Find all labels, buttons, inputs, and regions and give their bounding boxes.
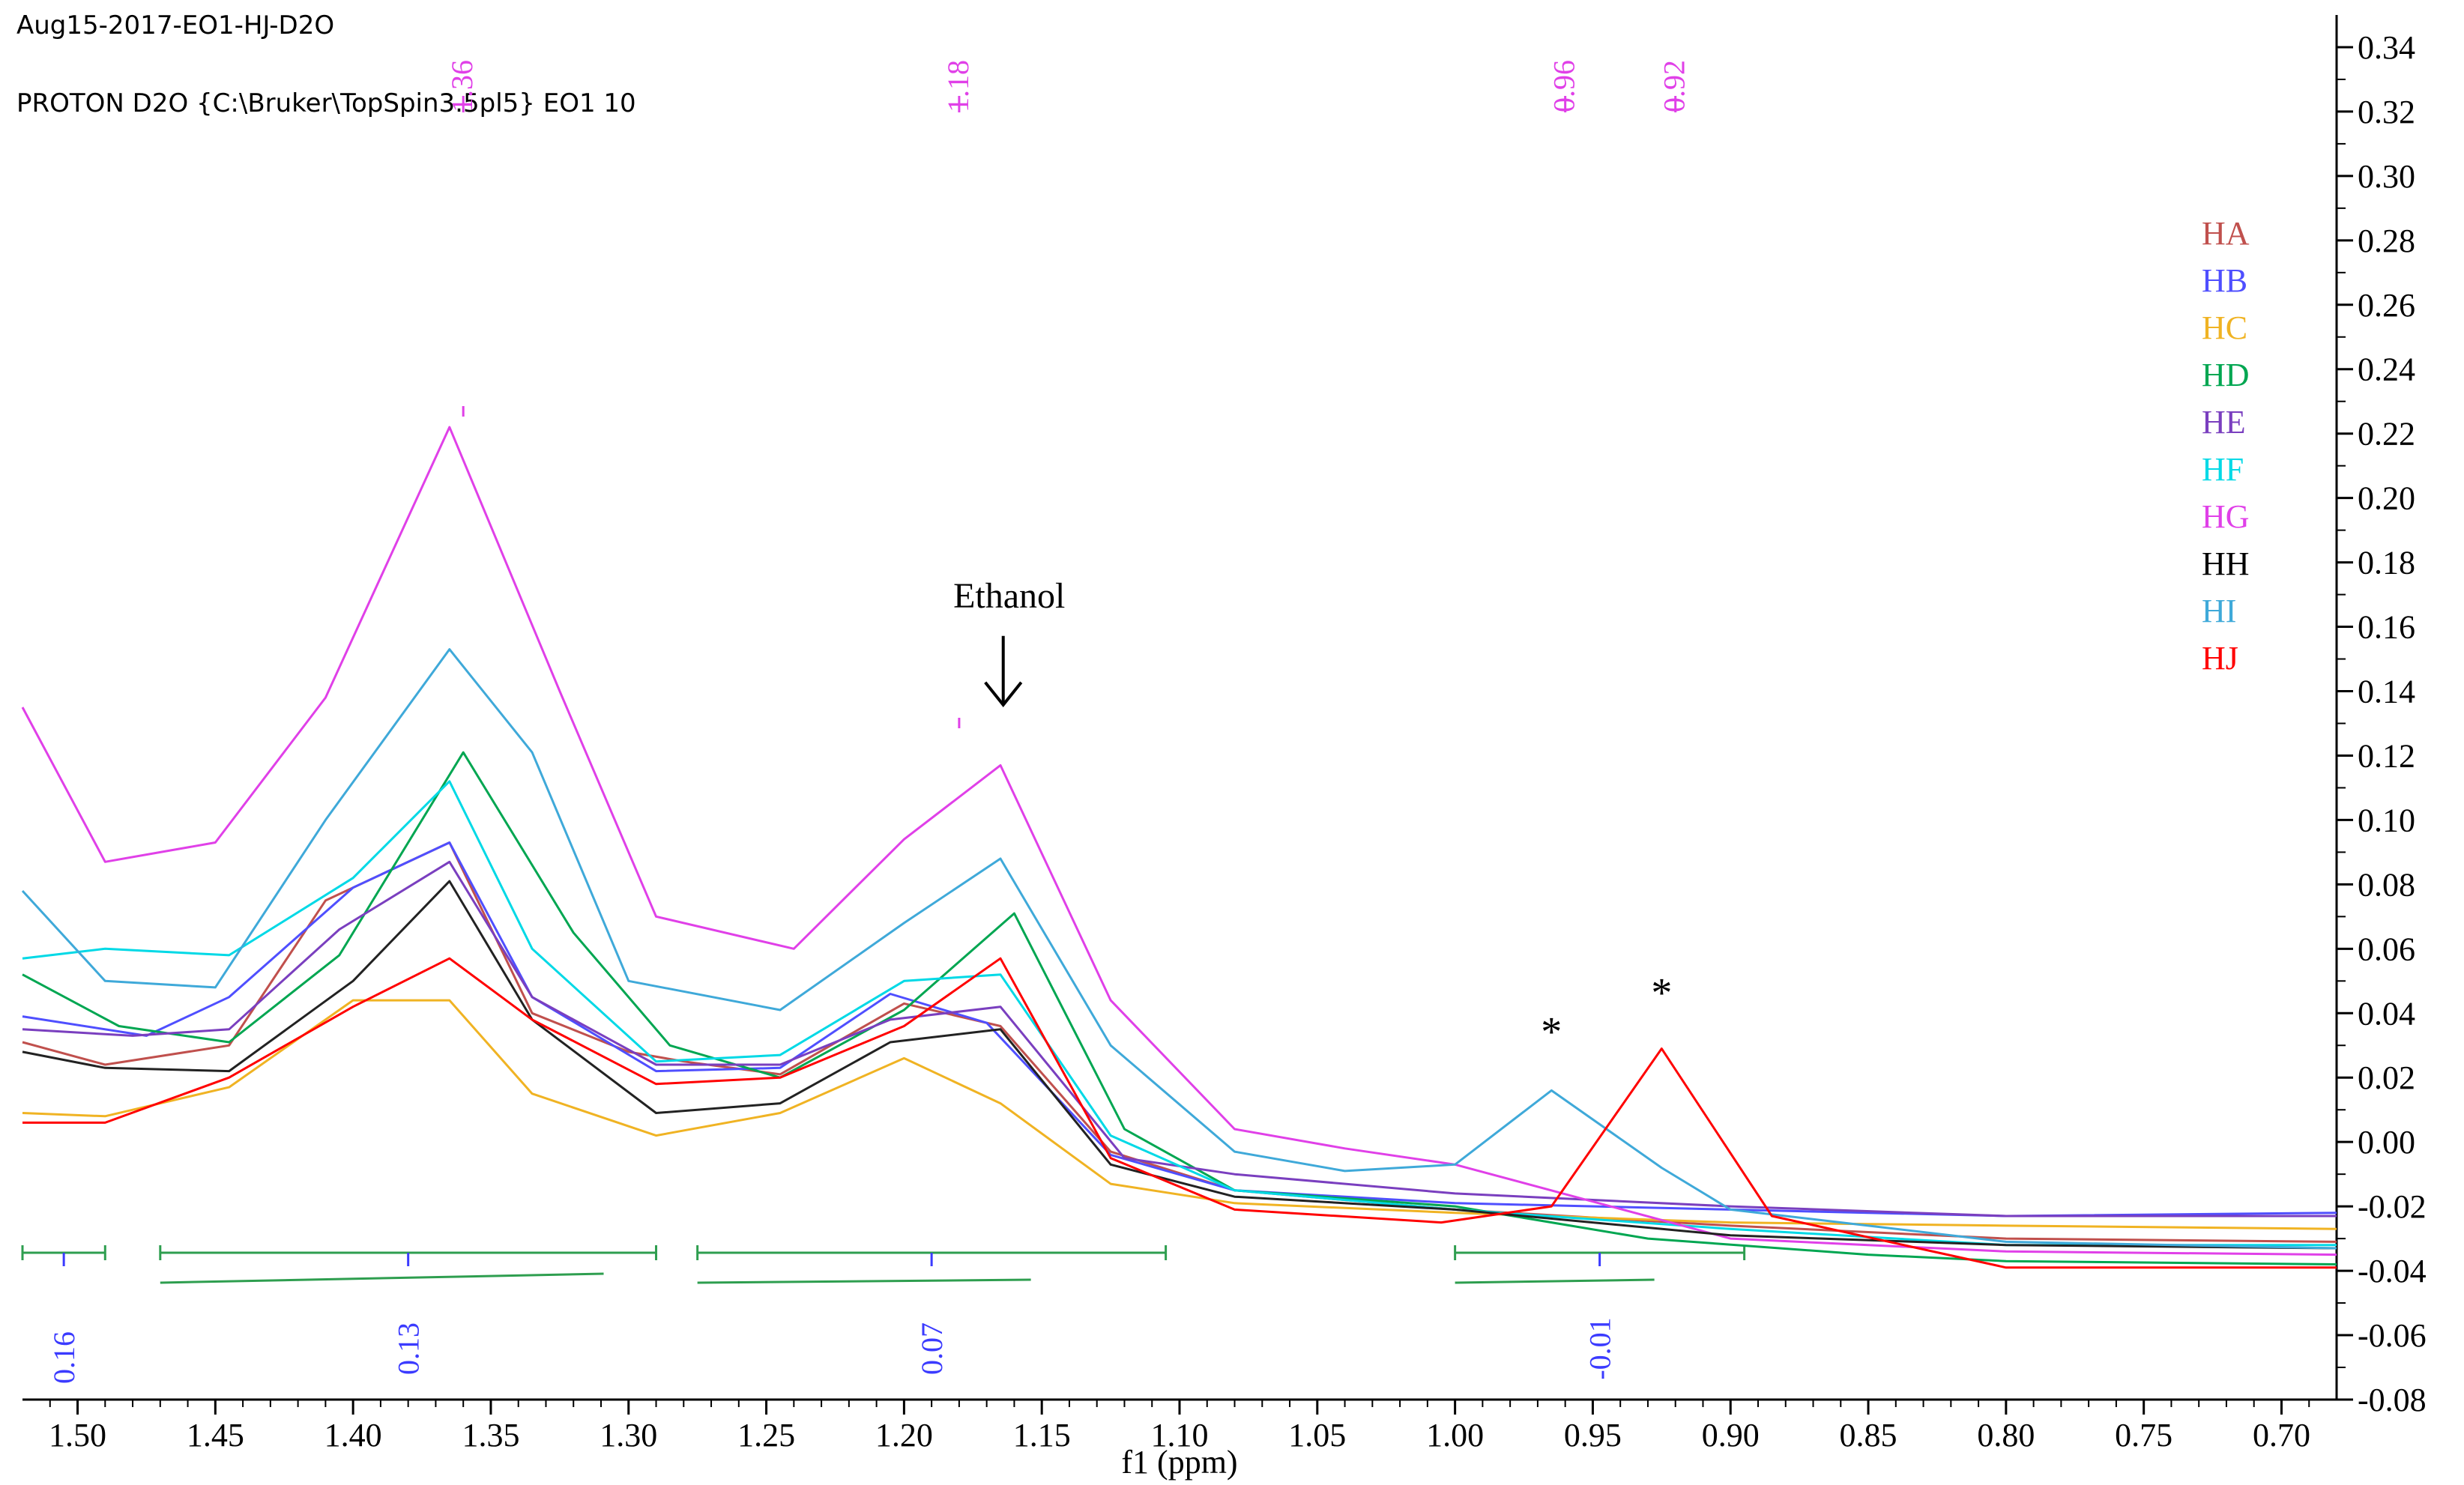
legend: HA HB HC HD HE HF HG HH HI HJ — [2202, 215, 2250, 677]
y-tick-label: -0.06 — [2358, 1317, 2427, 1354]
series-lines — [21, 426, 2337, 1269]
y-tick-label: 0.00 — [2358, 1124, 2415, 1161]
peak-labels: 1.36 1.18 0.96 0.92 — [445, 60, 1691, 728]
y-tick-label: 0.24 — [2358, 351, 2415, 388]
ethanol-arrow-head — [984, 681, 1023, 707]
legend-entry-hd: HD — [2202, 357, 2250, 393]
x-tick-label: 1.50 — [49, 1417, 106, 1454]
y-tick-label: 0.08 — [2358, 866, 2415, 903]
y-tick-label: 0.34 — [2358, 29, 2415, 66]
legend-entry-hh: HH — [2202, 545, 2250, 582]
x-tick-label: 1.10 — [1151, 1417, 1209, 1454]
x-tick-label: 0.80 — [1977, 1417, 2035, 1454]
x-tick-label: 1.25 — [737, 1417, 795, 1454]
y-tick-label: 0.12 — [2358, 737, 2415, 774]
integral-value: 0.16 — [47, 1331, 81, 1384]
y-tick-label: 0.06 — [2358, 931, 2415, 967]
y-tick-label: 0.16 — [2358, 609, 2415, 646]
legend-entry-ha: HA — [2202, 215, 2250, 252]
legend-entry-hf: HF — [2202, 451, 2244, 488]
x-tick-label: 1.35 — [462, 1417, 519, 1454]
y-tick-label: 0.28 — [2358, 223, 2415, 259]
x-tick-label: 0.95 — [1564, 1417, 1622, 1454]
legend-entry-hb: HB — [2202, 262, 2247, 299]
series-line-hh — [22, 880, 2337, 1250]
integral-value: -0.01 — [1583, 1317, 1617, 1379]
y-tick-label: -0.04 — [2358, 1253, 2427, 1289]
legend-entry-hi: HI — [2202, 593, 2236, 629]
x-tick-label: 1.40 — [324, 1417, 382, 1454]
x-tick-label: 1.20 — [875, 1417, 933, 1454]
spectrum-name: Aug15-2017-EO1-HJ-D2O — [16, 10, 335, 40]
y-tick-label: 0.22 — [2358, 416, 2415, 453]
experiment-info: PROTON D2O {C:\Bruker\TopSpin3.5pl5} EO1… — [16, 88, 636, 118]
legend-entry-hc: HC — [2202, 309, 2247, 346]
integrals: 0.16 0.13 0.07 -0.01 — [21, 1245, 1746, 1384]
y-tick-label: 0.14 — [2358, 674, 2415, 710]
series-line-hb — [22, 841, 2337, 1218]
y-tick-label: 0.30 — [2358, 158, 2415, 195]
y-tick-label: 0.10 — [2358, 802, 2415, 838]
series-line-hd — [22, 751, 2337, 1265]
annotations: Ethanol * * — [953, 576, 1672, 1055]
y-tick-label: 0.04 — [2358, 995, 2415, 1032]
y-tick-label: 0.26 — [2358, 287, 2415, 324]
integral-curve — [1455, 1278, 1655, 1284]
x-tick-label: 0.90 — [1702, 1417, 1760, 1454]
integral-value: 0.07 — [915, 1322, 949, 1375]
series-line-hj — [22, 957, 2337, 1269]
y-tick-label: 0.32 — [2358, 94, 2415, 130]
legend-entry-he: HE — [2202, 404, 2246, 441]
series-line-hg — [21, 426, 2337, 1256]
series-line-hc — [22, 999, 2337, 1230]
x-tick-label: 0.85 — [1840, 1417, 1897, 1454]
integral-curve — [160, 1272, 604, 1284]
y-tick-label: -0.02 — [2358, 1188, 2427, 1225]
y-tick-label: 0.20 — [2358, 480, 2415, 517]
x-axis-title: f1 (ppm) — [1121, 1444, 1237, 1481]
x-tick-label: 0.75 — [2115, 1417, 2172, 1454]
series-line-hf — [22, 780, 2337, 1247]
x-tick-label: 1.05 — [1288, 1417, 1346, 1454]
x-tick-label: 1.30 — [600, 1417, 657, 1454]
asterisk-marker: * — [1651, 970, 1672, 1017]
series-line-hi — [21, 648, 2337, 1250]
legend-entry-hj: HJ — [2202, 640, 2238, 677]
y-tick-label: 0.18 — [2358, 545, 2415, 581]
legend-entry-hg: HG — [2202, 498, 2250, 535]
asterisk-marker: * — [1541, 1008, 1562, 1055]
series-line-he — [22, 860, 2337, 1218]
x-tick-label: 0.70 — [2253, 1417, 2310, 1454]
integral-curve — [697, 1278, 1031, 1284]
ethanol-label: Ethanol — [953, 576, 1065, 616]
integral-value: 0.13 — [392, 1322, 426, 1375]
y-axis: 0.34 0.32 0.30 0.28 0.26 0.24 0.22 0.20 0.18 0.16… — [2335, 15, 2427, 1418]
x-tick-label: 1.15 — [1013, 1417, 1071, 1454]
x-tick-label: 1.45 — [187, 1417, 244, 1454]
y-tick-label: 0.02 — [2358, 1059, 2415, 1096]
x-axis: 1.50 1.45 1.40 1.35 1.30 1.25 1.20 1.15 1.10 1.05… — [22, 1398, 2337, 1481]
x-tick-label: 1.00 — [1426, 1417, 1484, 1454]
y-tick-label: -0.08 — [2358, 1382, 2427, 1418]
